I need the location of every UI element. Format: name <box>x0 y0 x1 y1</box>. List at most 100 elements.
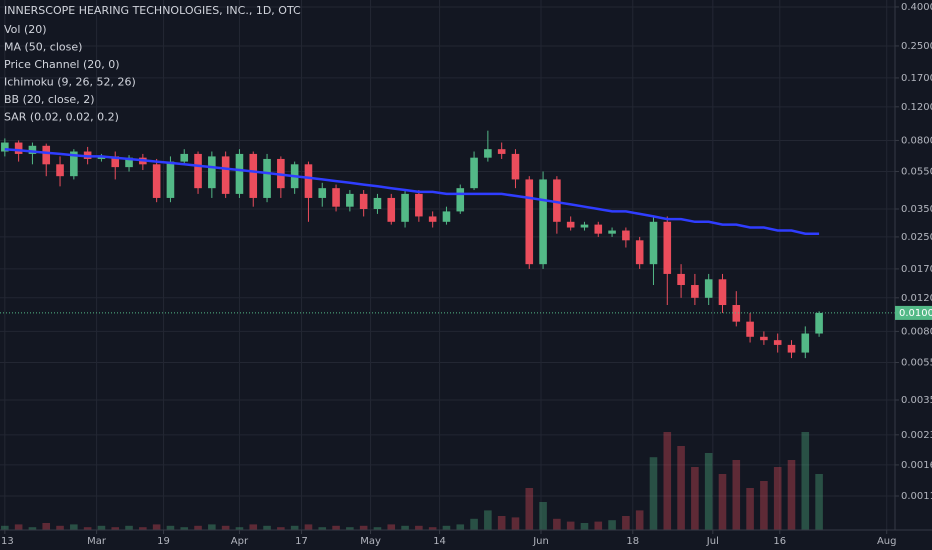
volume-bar <box>553 518 561 530</box>
volume-bar <box>14 524 23 530</box>
y-tick-label: 0.0016 <box>901 460 932 471</box>
candle-body <box>111 156 120 168</box>
candle-body <box>304 164 313 198</box>
candle-body <box>42 145 51 165</box>
candle-body <box>359 193 368 210</box>
candle-body <box>801 333 810 353</box>
x-tick-label: 18 <box>626 536 639 547</box>
indicator-label: Price Channel (20, 0) <box>4 58 120 71</box>
volume-bar <box>622 516 630 530</box>
volume-bar <box>304 524 313 530</box>
y-tick-label: 0.0035 <box>901 395 932 406</box>
candle-body <box>152 164 161 198</box>
volume-bar <box>704 453 713 530</box>
volume-bar <box>249 524 258 530</box>
candle-body <box>221 156 230 194</box>
candle-body <box>677 273 685 286</box>
candle-body <box>539 179 547 265</box>
candle-body <box>194 153 202 189</box>
candle-body <box>249 153 258 198</box>
volume-bar <box>442 525 451 530</box>
volume-bar <box>166 525 175 530</box>
volume-bar <box>732 460 741 530</box>
volume-bar <box>815 474 823 530</box>
candle-body <box>566 221 575 228</box>
candle-body <box>746 321 754 337</box>
x-tick-label: 19 <box>157 536 170 547</box>
candle-body <box>70 151 78 177</box>
volume-bar <box>773 467 782 530</box>
y-tick-label: 0.0023 <box>901 430 932 441</box>
volume-bar <box>539 502 547 530</box>
volume-bar <box>801 432 810 530</box>
candle-body <box>442 211 451 222</box>
candle-body <box>580 224 589 228</box>
candle-body <box>1 142 9 152</box>
volume-bar <box>332 525 340 530</box>
candle-body <box>497 149 506 154</box>
indicator-label: BB (20, close, 2) <box>4 93 95 106</box>
volume-bar <box>97 525 106 530</box>
candle-body <box>401 193 409 222</box>
volume-bar <box>594 521 603 530</box>
volume-bar <box>428 527 437 530</box>
volume-bar <box>290 525 299 530</box>
candle-body <box>704 279 713 298</box>
candle-body <box>125 157 133 168</box>
candle-body <box>180 153 189 162</box>
x-tick-label: Apr <box>231 536 249 547</box>
volume-bar <box>277 527 285 530</box>
candle-body <box>484 149 492 158</box>
candle-body <box>235 153 244 194</box>
candle-body <box>373 197 382 210</box>
last-price-label: 0.0100 <box>899 308 932 319</box>
volume-bar <box>208 524 216 530</box>
candle-body <box>760 336 768 341</box>
chart-title: INNERSCOPE HEARING TECHNOLOGIES, INC., 1… <box>4 4 301 17</box>
candle-body <box>428 216 437 222</box>
volume-bar <box>125 525 133 530</box>
volume-bar <box>42 523 51 530</box>
candle-body <box>97 156 106 159</box>
volume-bar <box>566 521 575 530</box>
volume-bar <box>1 525 9 530</box>
indicator-label: MA (50, close) <box>4 41 82 54</box>
volume-bar <box>497 516 506 530</box>
volume-bar <box>387 524 396 530</box>
volume-bar <box>580 523 589 530</box>
volume-bar <box>221 525 230 530</box>
volume-bar <box>28 527 37 530</box>
volume-bar <box>373 527 382 530</box>
volume-bar <box>180 527 189 530</box>
candle-body <box>608 230 616 234</box>
y-tick-label: 0.0055 <box>901 358 932 369</box>
indicator-label: SAR (0.02, 0.02, 0.2) <box>4 111 119 124</box>
candle-body <box>525 179 534 265</box>
candle-body <box>28 145 37 154</box>
candle-body <box>346 193 354 207</box>
x-tick-label: 14 <box>433 536 446 547</box>
candle-body <box>773 340 782 345</box>
candle-body <box>718 279 727 306</box>
candle-body <box>56 164 64 177</box>
last-price-box <box>895 305 932 320</box>
candle-body <box>456 188 465 212</box>
moving-average <box>4 147 820 235</box>
volume-bar <box>152 524 161 530</box>
volume-bar <box>194 525 202 530</box>
x-tick-label: Jun <box>532 536 549 547</box>
candle-body <box>318 188 327 198</box>
volume-bar <box>346 527 354 530</box>
candle-body <box>594 224 603 234</box>
volume-bar <box>635 510 644 530</box>
